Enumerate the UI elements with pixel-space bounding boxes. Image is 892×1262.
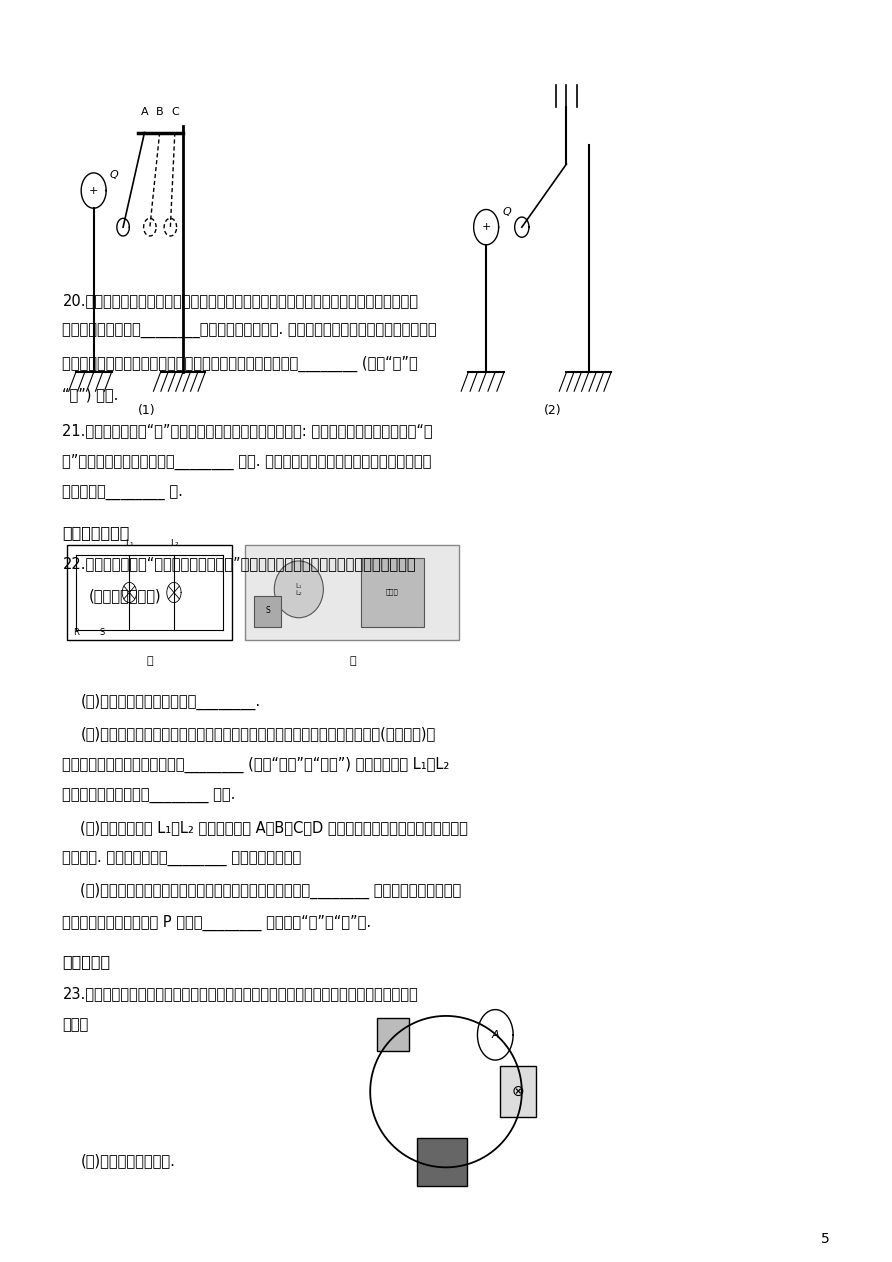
Text: 五、综合题: 五、综合题 [62,954,111,969]
Bar [376,1018,409,1051]
Text: 线上）: 线上） [62,1017,88,1032]
Text: (１)如图甲所示的电路.: (１)如图甲所示的电路. [80,1153,175,1169]
Text: 23.指出下列电路中电流表的接法是否正确，如不正确，请说明错误的原因（把答案写在横: 23.指出下列电路中电流表的接法是否正确，如不正确，请说明错误的原因（把答案写在… [62,986,418,1001]
Text: 接正确了. 他的做法可能是________ （指出一种即可）: 接正确了. 他的做法可能是________ （指出一种即可） [62,852,301,867]
Text: A: A [491,1030,500,1040]
Text: (１)在连接电路时，开关必须________.: (１)在连接电路时，开关必须________. [80,694,260,709]
Text: S: S [265,606,270,616]
Text: 甲: 甲 [146,656,153,666]
FancyBboxPatch shape [361,558,424,627]
Text: +: + [89,186,98,196]
Text: 四、实验探究题: 四、实验探究题 [62,525,130,540]
Bar [245,545,459,640]
Text: 22.明明和小亮探究“并联电路电压的关系”，明明先按图甲所示电路图连成图乙的实物图: 22.明明和小亮探究“并联电路电压的关系”，明明先按图甲所示电路图连成图乙的实物… [62,557,416,572]
Text: C: C [171,107,178,117]
Text: 并指出如果直接闭合开关将出现________ (选填“开路”或“短路”) 现象，小灯泡 L₁、L₂: 并指出如果直接闭合开关将出现________ (选填“开路”或“短路”) 现象，… [62,757,450,772]
Bar [417,1138,467,1186]
Text: (４)除保护电路外，他们在电路中串联滑动变阵器的作用是________ （写出一种即可），闭: (４)除保护电路外，他们在电路中串联滑动变阵器的作用是________ （写出一… [80,883,461,899]
Text: (2): (2) [544,404,562,416]
Text: (３)小亮只更改跟 L₁、L₂ 的四个接线柱 A、B、C、D 相连的某根导线的一端，就使电路连: (３)小亮只更改跟 L₁、L₂ 的四个接线柱 A、B、C、D 相连的某根导线的一… [80,820,468,835]
Text: (1): (1) [138,404,156,416]
Text: L₁
L₂: L₁ L₂ [295,583,302,596]
Text: 合开关前，变阵器的滑片 P 应置于________ 端（选填“左”或“右”）.: 合开关前，变阵器的滑片 P 应置于________ 端（选填“左”或“右”）. [62,915,372,930]
Text: R: R [73,628,78,637]
Text: Q: Q [110,170,119,180]
Bar [67,545,232,640]
Text: - +: - + [427,1191,442,1200]
Text: 毛”粘在镜子上，这是发生了________ 现象. 在剥粽子时，粽子叶上会粘有米粒，这是因: 毛”粘在镜子上，这是发生了________ 现象. 在剥粽子时，粽子叶上会粘有米… [62,454,432,469]
Text: +: + [482,222,491,232]
Text: Q: Q [502,207,511,217]
Text: 一个带电体，发现它们会互相排斥，由此推断：这个带电体带________ (选填“正”或: 一个带电体，发现它们会互相排斥，由此推断：这个带电体带________ (选填“… [62,356,418,371]
Text: S: S [100,628,105,637]
Text: L₂: L₂ [169,539,178,548]
FancyBboxPatch shape [254,596,281,627]
Text: 都不会亮，还可能造成________ 损坏.: 都不会亮，还可能造成________ 损坏. [62,789,235,804]
Text: “负”) 电荷.: “负”) 电荷. [62,387,119,403]
Text: 乙: 乙 [349,656,356,666]
Text: L₁: L₁ [125,539,134,548]
Text: 20.在干燥的环境中，小红同学用梳子梳头时，头发会随着梳子飘起来，这是因为利用摩擦: 20.在干燥的环境中，小红同学用梳子梳头时，头发会随着梳子飘起来，这是因为利用摩… [62,293,418,308]
Ellipse shape [274,560,324,617]
Text: (２)在检查电路的连接是否有误的过程中，小亮一眼就看出了小明连接的错误(如图所示)，: (２)在检查电路的连接是否有误的过程中，小亮一眼就看出了小明连接的错误(如图所示… [80,726,435,741]
Text: 变阵器: 变阵器 [386,588,399,596]
Text: 21.在日常生活中，“粘”字常用来表述一些物理现象，例如: 用于毛巾擦镜子，会有很多“毛: 21.在日常生活中，“粘”字常用来表述一些物理现象，例如: 用于毛巾擦镜子，会有… [62,423,433,438]
Text: 5: 5 [821,1232,830,1247]
Text: (电压表尚未连接): (电压表尚未连接) [89,588,161,603]
Text: 的方法使梳子带上了________，从而吸引轻小物体. 接着她把用毛皮摩擦过的橡胶棒靠近另: 的方法使梳子带上了________，从而吸引轻小物体. 接着她把用毛皮摩擦过的橡… [62,324,437,339]
Text: A: A [141,107,148,117]
Text: ⊗: ⊗ [512,1084,524,1099]
Text: B: B [156,107,163,117]
Bar [500,1066,536,1117]
Text: 为分子间有________ 力.: 为分子间有________ 力. [62,486,184,501]
